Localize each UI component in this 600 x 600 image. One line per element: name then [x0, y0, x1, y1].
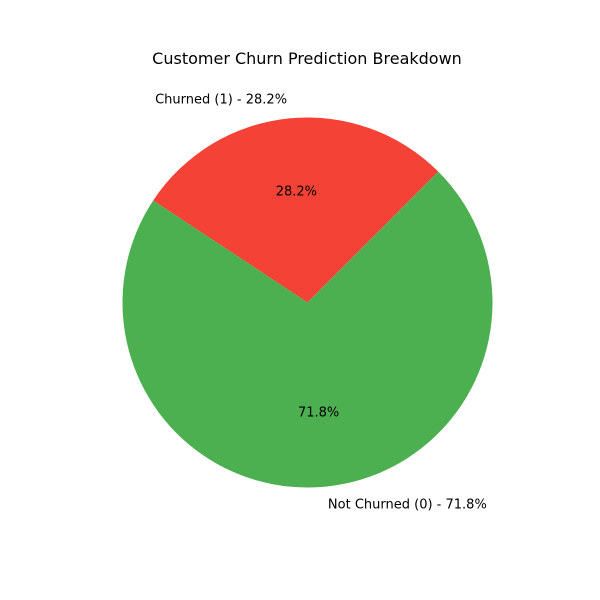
slices-layer	[122, 117, 493, 488]
pie-slice-0	[153, 117, 439, 303]
pie-slice-1	[122, 171, 493, 488]
chart-title: Customer Churn Prediction Breakdown	[152, 49, 462, 68]
pct-label-0: 28.2%	[276, 185, 317, 200]
slice-label-1: Not Churned (0) - 71.8%	[328, 497, 487, 512]
slice-label-0: Churned (1) - 28.2%	[155, 93, 287, 108]
labels-layer: 28.2% Churned (1) - 28.2% 71.8% Not Churned…	[155, 93, 487, 513]
pct-label-1: 71.8%	[298, 405, 339, 420]
